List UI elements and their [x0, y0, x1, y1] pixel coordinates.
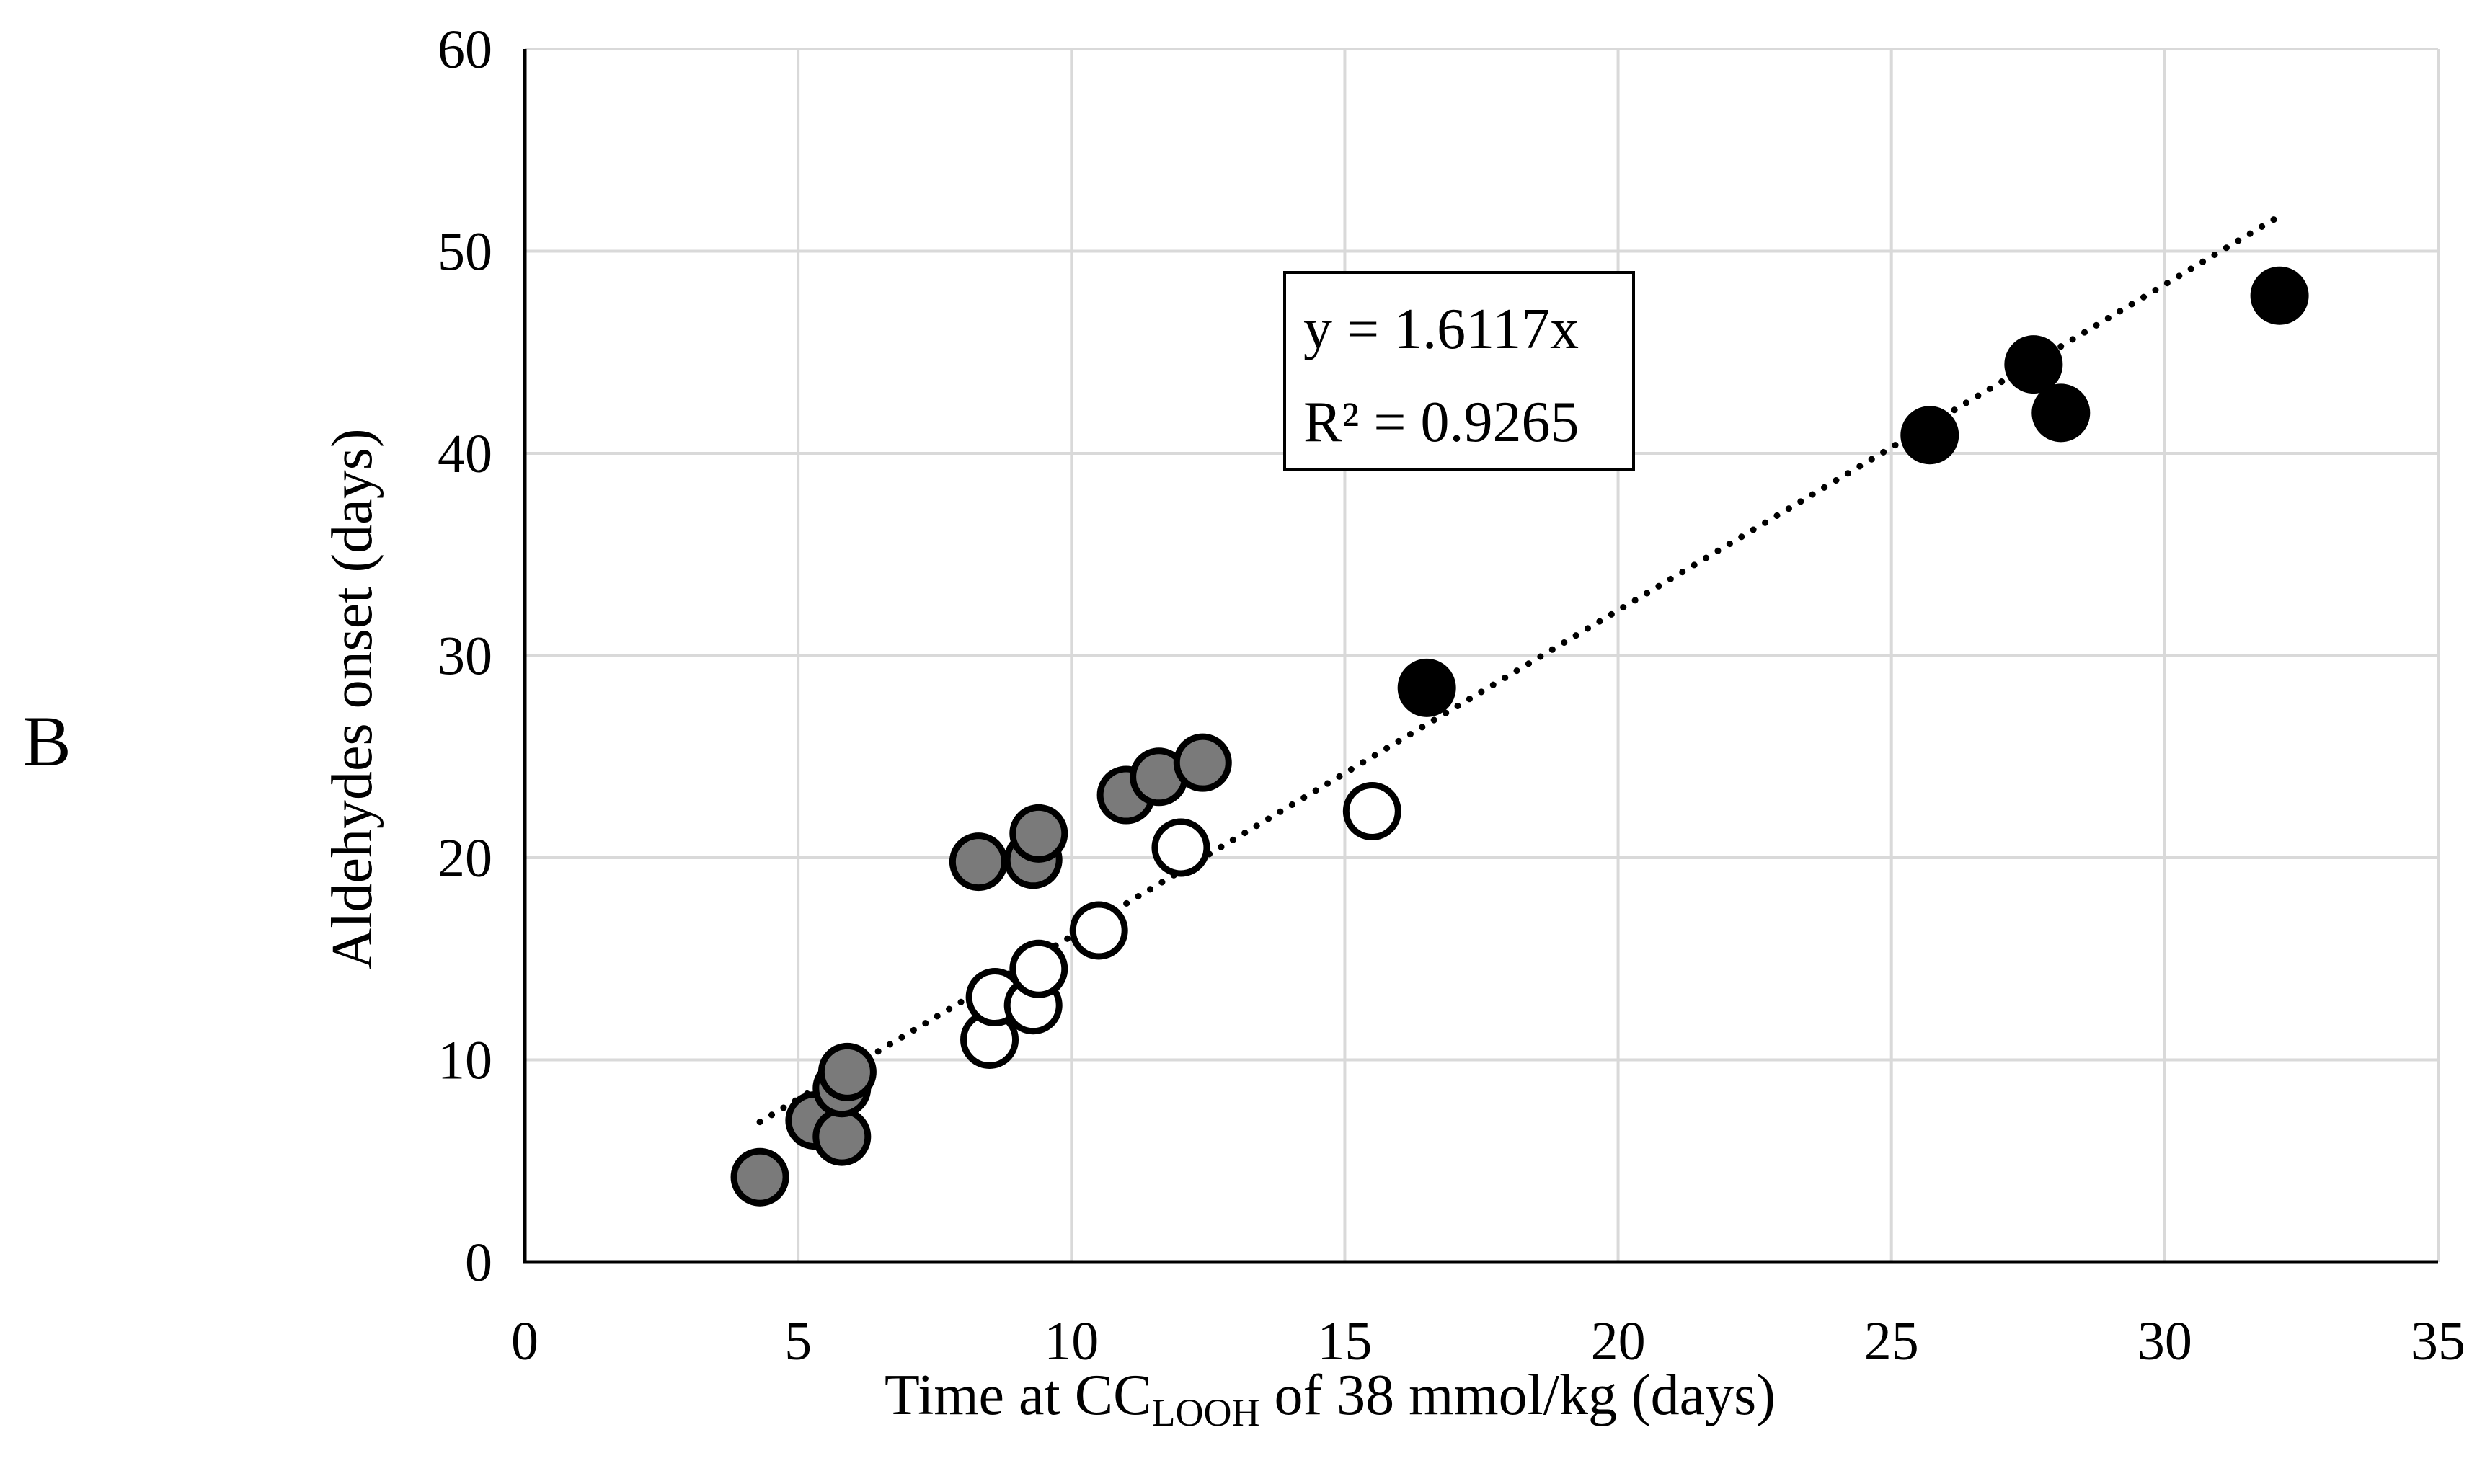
point-gray	[1009, 804, 1068, 863]
x-tick-label: 30	[2137, 1311, 2192, 1372]
gridlines	[525, 48, 2440, 1262]
point-white	[1069, 901, 1128, 960]
x-tick-label: 5	[784, 1311, 812, 1372]
point-white	[1151, 818, 1210, 877]
x-tick-label: 15	[1317, 1311, 1372, 1372]
y-tick-label: 50	[438, 222, 492, 283]
point-gray	[1173, 733, 1232, 792]
y-axis-title: Aldehydes onset (days)	[321, 429, 384, 970]
equation-box: y = 1.6117x R² = 0.9265	[1283, 271, 1635, 471]
point-black	[1397, 658, 1456, 717]
trendline	[756, 216, 2278, 1126]
x-tick-label: 35	[2411, 1311, 2465, 1372]
point-white	[1009, 939, 1068, 998]
point-gray	[730, 1147, 789, 1207]
point-black	[2004, 335, 2063, 394]
x-tick-label: 25	[1864, 1311, 1919, 1372]
axes	[523, 49, 2438, 1264]
point-gray	[812, 1107, 872, 1166]
y-tick-label: 10	[438, 1031, 492, 1091]
tick-labels: 0 5 10 15 20 25 30 35 0 10 20 30 40 50 60	[438, 19, 2465, 1372]
x-axis-title-tail: of 38 mmol/kg (days)	[1259, 1364, 1775, 1427]
y-tick-label: 40	[438, 424, 492, 484]
trendline-equation: y = 1.6117x	[1303, 298, 1579, 361]
point-gray	[817, 1042, 877, 1101]
x-axis-title-subscript: LOOH	[1152, 1391, 1260, 1434]
y-tick-label: 0	[465, 1232, 492, 1293]
panel-label: B	[23, 701, 71, 781]
r-squared-label: R² = 0.9265	[1303, 391, 1579, 454]
y-tick-label: 20	[438, 828, 492, 889]
point-black	[2250, 266, 2309, 325]
x-tick-label: 0	[511, 1311, 539, 1372]
x-tick-label: 10	[1044, 1311, 1099, 1372]
y-tick-label: 30	[438, 626, 492, 687]
x-axis-title: Time at CCLOOH of 38 mmol/kg (days)	[885, 1364, 1776, 1434]
x-axis-title-main: Time at CC	[885, 1364, 1151, 1427]
point-white	[1342, 781, 1401, 840]
data-points	[730, 266, 2309, 1207]
point-gray	[949, 832, 1008, 892]
y-tick-label: 60	[438, 19, 492, 80]
x-tick-label: 20	[1591, 1311, 1646, 1372]
point-black	[1900, 406, 1959, 465]
point-black	[2031, 383, 2091, 443]
